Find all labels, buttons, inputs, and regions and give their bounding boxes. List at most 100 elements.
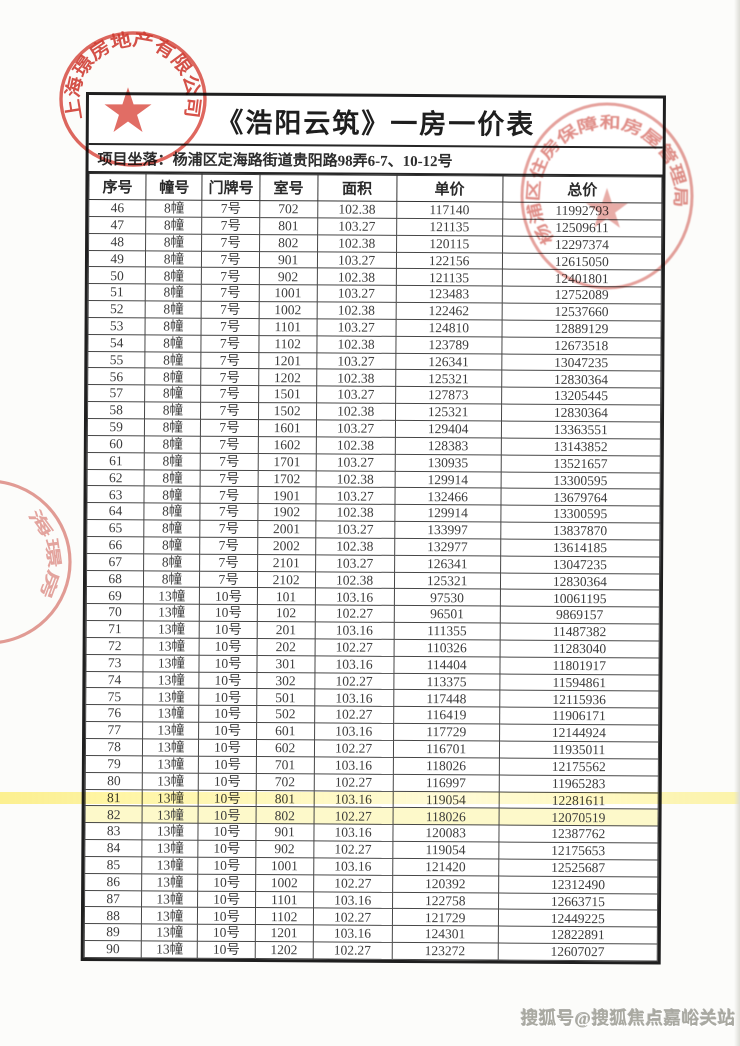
cell-unit-price: 119054: [392, 790, 499, 809]
cell-serial: 79: [85, 755, 143, 773]
cell-unit-price: 126341: [395, 352, 502, 371]
cell-doorplate: 10号: [198, 789, 256, 807]
scan-page-edge: [734, 0, 740, 1046]
cell-doorplate: 10号: [197, 907, 256, 925]
cell-serial: 48: [88, 233, 146, 251]
cell-doorplate: 7号: [201, 318, 259, 336]
cell-doorplate: 7号: [201, 385, 259, 403]
price-table-body: 46 8幢 7号 702 102.38 117140 11992793 47 8幢 7号 801 10…: [84, 199, 662, 961]
cell-area: 103.16: [313, 824, 393, 842]
cell-building: 8幢: [144, 452, 201, 470]
cell-room: 1602: [258, 436, 316, 454]
cell-serial: 80: [85, 772, 143, 790]
cell-unit-price: 130935: [394, 454, 501, 472]
cell-area: 102.38: [317, 200, 397, 219]
cell-total-price: 12509611: [502, 218, 662, 237]
cell-building: 8幢: [144, 418, 201, 437]
cell-total-price: 13300595: [500, 471, 661, 490]
sohu-watermark: 搜狐号@搜狐焦点嘉峪关站: [521, 1009, 736, 1028]
cell-area: 102.27: [313, 840, 393, 859]
cell-serial: 51: [88, 283, 146, 301]
cell-building: 13幢: [142, 856, 199, 874]
cell-room: 101: [257, 587, 316, 606]
cell-doorplate: 7号: [202, 200, 260, 218]
cell-unit-price: 97530: [394, 588, 501, 607]
cell-area: 103.27: [315, 453, 395, 471]
cell-building: 13幢: [142, 806, 199, 824]
partial-seal-text: 海璟房: [25, 506, 64, 602]
cell-serial: 46: [88, 199, 147, 217]
cell-building: 8幢: [144, 385, 202, 403]
cell-unit-price: 110326: [393, 639, 500, 657]
cell-unit-price: 114404: [393, 656, 500, 674]
header-area: 面积: [317, 174, 397, 202]
cell-total-price: 12830364: [500, 572, 660, 591]
cell-unit-price: 116701: [393, 740, 500, 758]
cell-unit-price: 127873: [395, 386, 502, 405]
cell-area: 103.16: [314, 622, 394, 640]
cell-area: 103.27: [317, 251, 397, 269]
cell-area: 103.16: [312, 925, 393, 943]
cell-serial: 82: [85, 805, 143, 824]
header-doorplate: 门牌号: [202, 174, 260, 201]
cell-total-price: 11487382: [499, 623, 660, 641]
cell-building: 13幢: [142, 789, 199, 807]
cell-doorplate: 10号: [198, 772, 257, 791]
cell-area: 103.27: [316, 285, 396, 303]
cell-building: 13幢: [142, 738, 199, 757]
cell-building: 8幢: [144, 435, 201, 453]
cell-serial: 81: [85, 789, 143, 807]
cell-area: 102.27: [314, 706, 394, 724]
cell-total-price: 12175653: [498, 842, 658, 860]
cell-area: 102.38: [316, 335, 396, 353]
cell-building: 13幢: [141, 890, 199, 908]
cell-total-price: 12387762: [498, 825, 659, 844]
cell-unit-price: 123483: [395, 285, 502, 304]
cell-area: 102.38: [315, 571, 395, 589]
cell-serial: 57: [87, 384, 146, 402]
cell-building: 13幢: [141, 924, 198, 942]
cell-total-price: 13363551: [501, 421, 661, 439]
cell-unit-price: 116997: [392, 774, 499, 792]
cell-doorplate: 10号: [197, 924, 256, 942]
cell-serial: 73: [85, 654, 144, 672]
project-location-value: 杨浦区定海路街道贵阳路98弄6-7、10-12号: [172, 152, 453, 170]
cell-unit-price: 113375: [393, 673, 500, 691]
cell-room: 801: [259, 217, 318, 235]
cell-room: 2001: [257, 520, 316, 538]
cell-room: 1202: [254, 941, 313, 959]
cell-serial: 55: [87, 351, 146, 369]
cell-area: 103.16: [313, 790, 393, 808]
cell-room: 1902: [257, 503, 316, 521]
cell-doorplate: 7号: [201, 368, 259, 386]
cell-building: 8幢: [145, 351, 202, 369]
cell-total-price: 12115936: [499, 690, 659, 709]
cell-serial: 90: [84, 940, 142, 958]
cell-room: 201: [256, 621, 315, 639]
cell-doorplate: 7号: [200, 503, 258, 521]
cell-room: 1601: [258, 419, 317, 437]
cell-building: 8幢: [145, 334, 202, 352]
cell-room: 301: [256, 655, 315, 673]
cell-room: 1002: [258, 301, 317, 319]
cell-doorplate: 10号: [199, 654, 257, 673]
cell-serial: 63: [86, 485, 145, 504]
cell-room: 2102: [257, 571, 316, 589]
cell-doorplate: 10号: [199, 604, 258, 622]
cell-doorplate: 7号: [201, 351, 259, 369]
cell-total-price: 13300595: [500, 505, 660, 524]
cell-doorplate: 10号: [199, 671, 257, 690]
cell-doorplate: 7号: [201, 267, 260, 285]
cell-building: 13幢: [142, 755, 199, 773]
cell-room: 601: [256, 722, 315, 740]
cell-doorplate: 7号: [202, 217, 260, 235]
cell-area: 102.38: [316, 369, 396, 387]
cell-serial: 70: [86, 603, 144, 621]
cell-area: 102.27: [314, 605, 395, 623]
cell-area: 102.38: [316, 403, 396, 421]
cell-building: 8幢: [145, 233, 203, 251]
cell-building: 13幢: [142, 823, 199, 841]
cell-unit-price: 132466: [394, 487, 501, 506]
cell-serial: 56: [87, 367, 146, 386]
cell-room: 901: [255, 823, 314, 841]
